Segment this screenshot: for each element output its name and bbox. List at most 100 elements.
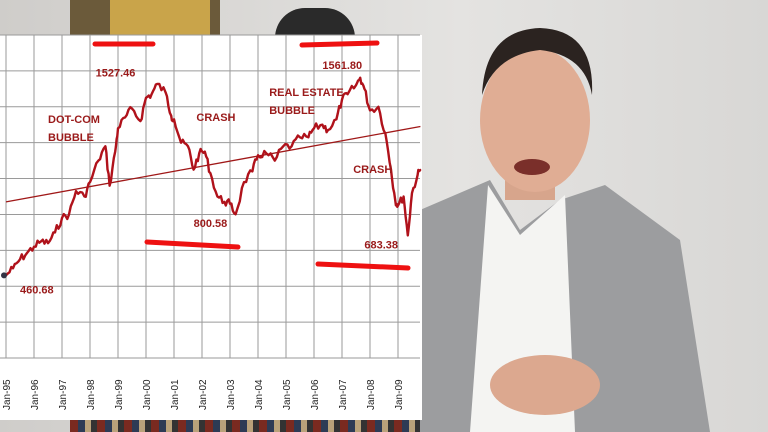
lamp (275, 8, 355, 38)
data-point (89, 181, 91, 183)
data-point (251, 170, 254, 173)
data-point (223, 201, 226, 203)
annotation-label: CRASH (353, 164, 392, 176)
data-point (313, 127, 315, 130)
annotation-label: 800.58 (194, 218, 228, 230)
highlight-marker (299, 40, 380, 48)
data-point (170, 114, 172, 117)
data-point (216, 195, 219, 198)
x-tick-label: Jan-09 (394, 379, 405, 410)
data-point (173, 118, 175, 121)
data-point (156, 83, 158, 85)
annotation-label: BUBBLE (48, 132, 94, 144)
data-point (26, 252, 28, 254)
data-point (75, 190, 77, 192)
data-point (204, 150, 206, 153)
data-point (124, 116, 126, 119)
painting (110, 0, 210, 36)
data-point (145, 97, 147, 99)
data-point (307, 136, 310, 139)
data-point (290, 145, 293, 148)
data-point (359, 76, 362, 79)
data-point (419, 168, 422, 171)
data-point (346, 93, 349, 96)
x-tick-label: Jan-07 (338, 379, 349, 410)
data-point (335, 118, 338, 121)
data-point (390, 168, 392, 171)
data-point (180, 141, 182, 144)
data-point (341, 98, 343, 101)
x-tick-label: Jan-97 (58, 379, 69, 410)
annotation-label: 1527.46 (96, 67, 136, 79)
x-tick-label: Jan-05 (282, 379, 293, 410)
annotation-label: DOT-COM (48, 114, 100, 126)
highlight-marker (144, 239, 241, 250)
trend-line (5, 125, 421, 203)
data-point (394, 199, 397, 201)
data-point (198, 152, 200, 155)
data-point (209, 172, 212, 174)
data-point (61, 217, 63, 219)
presenter-hand (490, 355, 600, 415)
data-point (192, 168, 195, 171)
x-tick-label: Jan-06 (310, 379, 321, 410)
annotation-label: 460.68 (20, 284, 54, 296)
annotation-label: BUBBLE (269, 105, 315, 117)
annotation-label: 1561.80 (322, 60, 362, 72)
shelf-picture (70, 0, 220, 36)
data-point (407, 234, 409, 237)
data-point (377, 105, 380, 108)
data-point (299, 136, 301, 139)
x-tick-label: Jan-96 (30, 379, 41, 410)
data-point (363, 88, 366, 90)
x-tick-label: Jan-08 (366, 379, 377, 410)
data-point (187, 145, 189, 148)
x-tick-label: Jan-04 (254, 379, 265, 410)
highlight-marker (315, 261, 411, 271)
annotation-label: REAL ESTATE (269, 87, 344, 99)
x-tick-label: Jan-01 (170, 379, 181, 410)
data-point (97, 159, 100, 162)
data-point (33, 245, 35, 248)
data-point (384, 132, 387, 135)
presenter-face (480, 48, 590, 192)
data-point (150, 93, 153, 96)
x-tick-label: Jan-99 (114, 379, 125, 410)
data-point (131, 107, 133, 110)
data-point (47, 242, 49, 244)
annotation-label: CRASH (196, 112, 235, 124)
chart-panel (0, 35, 422, 420)
data-point (282, 145, 285, 148)
data-point (274, 159, 276, 162)
x-tick-label: Jan-00 (142, 379, 153, 410)
data-point (19, 258, 21, 261)
data-point (416, 174, 419, 176)
data-point (411, 192, 413, 194)
data-point (234, 213, 237, 216)
data-point (327, 129, 329, 131)
presenter-mouth (514, 159, 550, 175)
x-tick-label: Jan-98 (86, 379, 97, 410)
data-point (114, 150, 116, 153)
series-line (5, 76, 422, 277)
data-point (104, 145, 107, 148)
data-point (369, 109, 371, 112)
data-point (257, 154, 259, 157)
x-tick-label: Jan-03 (226, 379, 237, 410)
data-point (402, 195, 405, 198)
data-point (83, 195, 86, 198)
presenter-hair (482, 28, 593, 95)
data-point (108, 184, 111, 187)
data-point (164, 91, 167, 94)
data-point (229, 202, 231, 205)
data-point (54, 231, 56, 234)
data-point (12, 267, 14, 270)
data-point (321, 123, 324, 126)
data-point (397, 204, 399, 207)
data-point (243, 181, 245, 183)
data-point (265, 152, 268, 155)
data-point (355, 84, 357, 87)
data-point (68, 213, 70, 216)
data-point (117, 127, 119, 130)
